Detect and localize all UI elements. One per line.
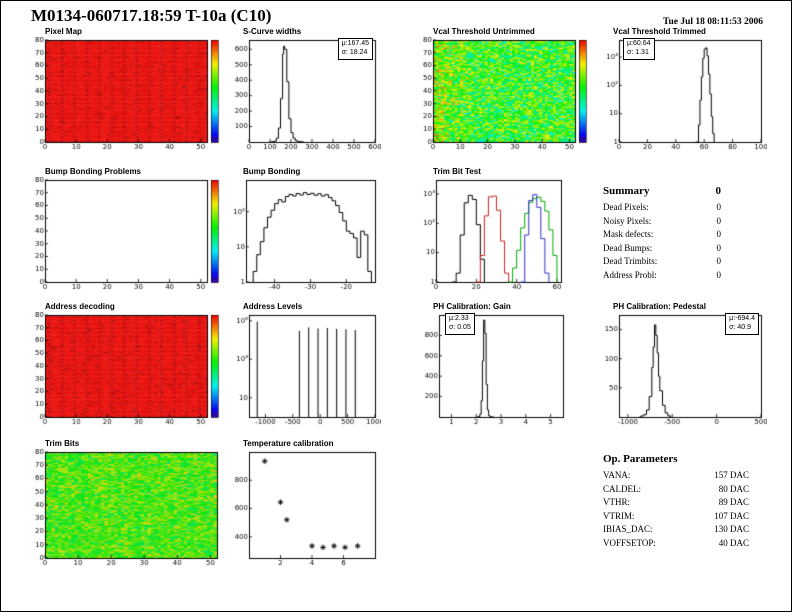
address-levels-title: Address Levels bbox=[243, 302, 303, 311]
op-value: 157 DAC bbox=[714, 470, 749, 480]
scurve-sigma: σ: 18.24 bbox=[341, 48, 368, 56]
summary-title: Summary bbox=[603, 185, 650, 197]
temperature-calibration-panel: Temperature calibration bbox=[229, 439, 381, 569]
address-decoding-title: Address decoding bbox=[45, 302, 115, 311]
summary-row-address-probl: Address Probl: 0 bbox=[603, 269, 721, 283]
ph-pedestal-panel: PH Calibration: Pedestal μ:-694.4 σ: 40.… bbox=[599, 302, 767, 428]
ph-pedestal-stats-box: μ:-694.4 σ: 40.9 bbox=[725, 313, 759, 335]
vcal-untrimmed-plot bbox=[419, 37, 591, 153]
vcal-untrimmed-title: Vcal Threshold Untrimmed bbox=[433, 27, 535, 36]
summary-header: Summary 0 bbox=[603, 185, 721, 197]
summary-row-mask-defects: Mask defects: 0 bbox=[603, 228, 721, 242]
vcal-trimmed-sigma: σ: 1.31 bbox=[627, 48, 649, 56]
page-title: M0134-060717.18:59 T-10a (C10) bbox=[31, 6, 272, 25]
ph-pedestal-title: PH Calibration: Pedestal bbox=[613, 302, 706, 311]
vcal-trimmed-panel: Vcal Threshold Trimmed μ:60.64 σ: 1.31 bbox=[599, 27, 767, 153]
summary-label: Dead Bumps: bbox=[603, 242, 653, 253]
op-row-vthr: VTHR: 89 DAC bbox=[603, 496, 749, 510]
bump-bonding-title: Bump Bonding bbox=[243, 167, 301, 176]
summary-row-dead-trimbits: Dead Trimbits: 0 bbox=[603, 255, 721, 269]
bump-bonding-problems-plot bbox=[31, 177, 223, 293]
scurve-widths-title: S-Curve widths bbox=[243, 27, 302, 36]
op-label: VANA: bbox=[603, 470, 631, 480]
temperature-calibration-title: Temperature calibration bbox=[243, 439, 334, 448]
scurve-mean: μ:167.45 bbox=[341, 40, 369, 47]
op-label: VOFFSETOP: bbox=[603, 537, 656, 548]
vcal-trimmed-title: Vcal Threshold Trimmed bbox=[613, 27, 706, 36]
op-value: 89 DAC bbox=[718, 497, 749, 507]
summary-row-noisy-pixels: Noisy Pixels: 0 bbox=[603, 215, 721, 229]
ph-gain-panel: PH Calibration: Gain μ:2.33 σ: 0.05 bbox=[419, 302, 569, 428]
ph-gain-title: PH Calibration: Gain bbox=[433, 302, 511, 311]
summary-label: Dead Pixels: bbox=[603, 202, 649, 212]
pixel-map-panel: Pixel Map bbox=[31, 27, 223, 153]
vcal-untrimmed-panel: Vcal Threshold Untrimmed bbox=[419, 27, 591, 153]
ph-pedestal-sigma: σ: 40.9 bbox=[729, 323, 752, 331]
summary-label: Mask defects: bbox=[603, 229, 654, 239]
op-row-vtrim: VTRIM: 107 DAC bbox=[603, 510, 749, 524]
summary-row-dead-pixels: Dead Pixels: 0 bbox=[603, 201, 721, 215]
vcal-trimmed-mean: μ:60.64 bbox=[627, 40, 651, 47]
address-levels-plot bbox=[229, 312, 381, 428]
ph-gain-mean: μ:2.33 bbox=[449, 315, 469, 322]
address-levels-panel: Address Levels bbox=[229, 302, 381, 428]
summary-value: 0 bbox=[716, 256, 722, 266]
op-label: VTRIM: bbox=[603, 510, 635, 521]
op-value: 80 DAC bbox=[718, 483, 749, 494]
ph-gain-sigma: σ: 0.05 bbox=[449, 323, 471, 331]
ph-gain-plot bbox=[419, 312, 569, 428]
trim-bit-test-title: Trim Bit Test bbox=[433, 167, 481, 176]
op-label: IBIAS_DAC: bbox=[603, 524, 653, 534]
address-decoding-panel: Address decoding bbox=[31, 302, 223, 428]
op-label: VTHR: bbox=[603, 497, 630, 507]
temperature-calibration-plot bbox=[229, 449, 381, 569]
summary-panel: Summary 0 Dead Pixels: 0 Noisy Pixels: 0… bbox=[603, 185, 721, 282]
op-parameters-title: Op. Parameters bbox=[603, 453, 678, 465]
scurve-stats-box: μ:167.45 σ: 18.24 bbox=[337, 38, 373, 60]
op-value: 40 DAC bbox=[718, 537, 749, 548]
op-parameters-panel: Op. Parameters VANA: 157 DAC CALDEL: 80 … bbox=[603, 453, 749, 550]
summary-total: 0 bbox=[715, 185, 722, 197]
summary-label: Noisy Pixels: bbox=[603, 215, 652, 226]
bump-bonding-problems-panel: Bump Bonding Problems bbox=[31, 167, 223, 293]
op-value: 130 DAC bbox=[714, 524, 749, 534]
bump-bonding-problems-title: Bump Bonding Problems bbox=[45, 167, 141, 176]
vcal-trimmed-stats-box: μ:60.64 σ: 1.31 bbox=[623, 38, 655, 60]
timestamp: Tue Jul 18 08:11:53 2006 bbox=[663, 17, 763, 27]
pixel-map-plot bbox=[31, 37, 223, 153]
op-value: 107 DAC bbox=[714, 510, 749, 521]
op-label: CALDEL: bbox=[603, 483, 641, 494]
summary-label: Address Probl: bbox=[603, 269, 657, 280]
summary-value: 0 bbox=[716, 202, 722, 212]
op-row-vana: VANA: 157 DAC bbox=[603, 469, 749, 483]
scurve-widths-panel: S-Curve widths μ:167.45 σ: 18.24 bbox=[229, 27, 381, 153]
summary-value: 0 bbox=[716, 269, 722, 280]
ph-pedestal-mean: μ:-694.4 bbox=[729, 315, 755, 322]
trim-bits-panel: Trim Bits bbox=[31, 439, 223, 569]
ph-gain-stats-box: μ:2.33 σ: 0.05 bbox=[445, 313, 475, 335]
bump-bonding-panel: Bump Bonding bbox=[229, 167, 381, 293]
summary-label: Dead Trimbits: bbox=[603, 256, 658, 266]
op-row-voffsetop: VOFFSETOP: 40 DAC bbox=[603, 537, 749, 551]
op-row-caldel: CALDEL: 80 DAC bbox=[603, 483, 749, 497]
summary-value: 0 bbox=[716, 229, 722, 239]
bump-bonding-plot bbox=[229, 177, 381, 293]
summary-value: 0 bbox=[716, 242, 722, 253]
address-decoding-plot bbox=[31, 312, 223, 428]
trim-bits-title: Trim Bits bbox=[45, 439, 80, 448]
trim-bit-test-plot bbox=[419, 177, 567, 293]
summary-value: 0 bbox=[716, 215, 722, 226]
op-row-ibias-dac: IBIAS_DAC: 130 DAC bbox=[603, 523, 749, 537]
trim-bits-plot bbox=[31, 449, 223, 569]
trim-bit-test-panel: Trim Bit Test bbox=[419, 167, 567, 293]
op-parameters-header: Op. Parameters bbox=[603, 453, 749, 465]
pixel-map-title: Pixel Map bbox=[45, 27, 82, 36]
summary-row-dead-bumps: Dead Bumps: 0 bbox=[603, 242, 721, 256]
